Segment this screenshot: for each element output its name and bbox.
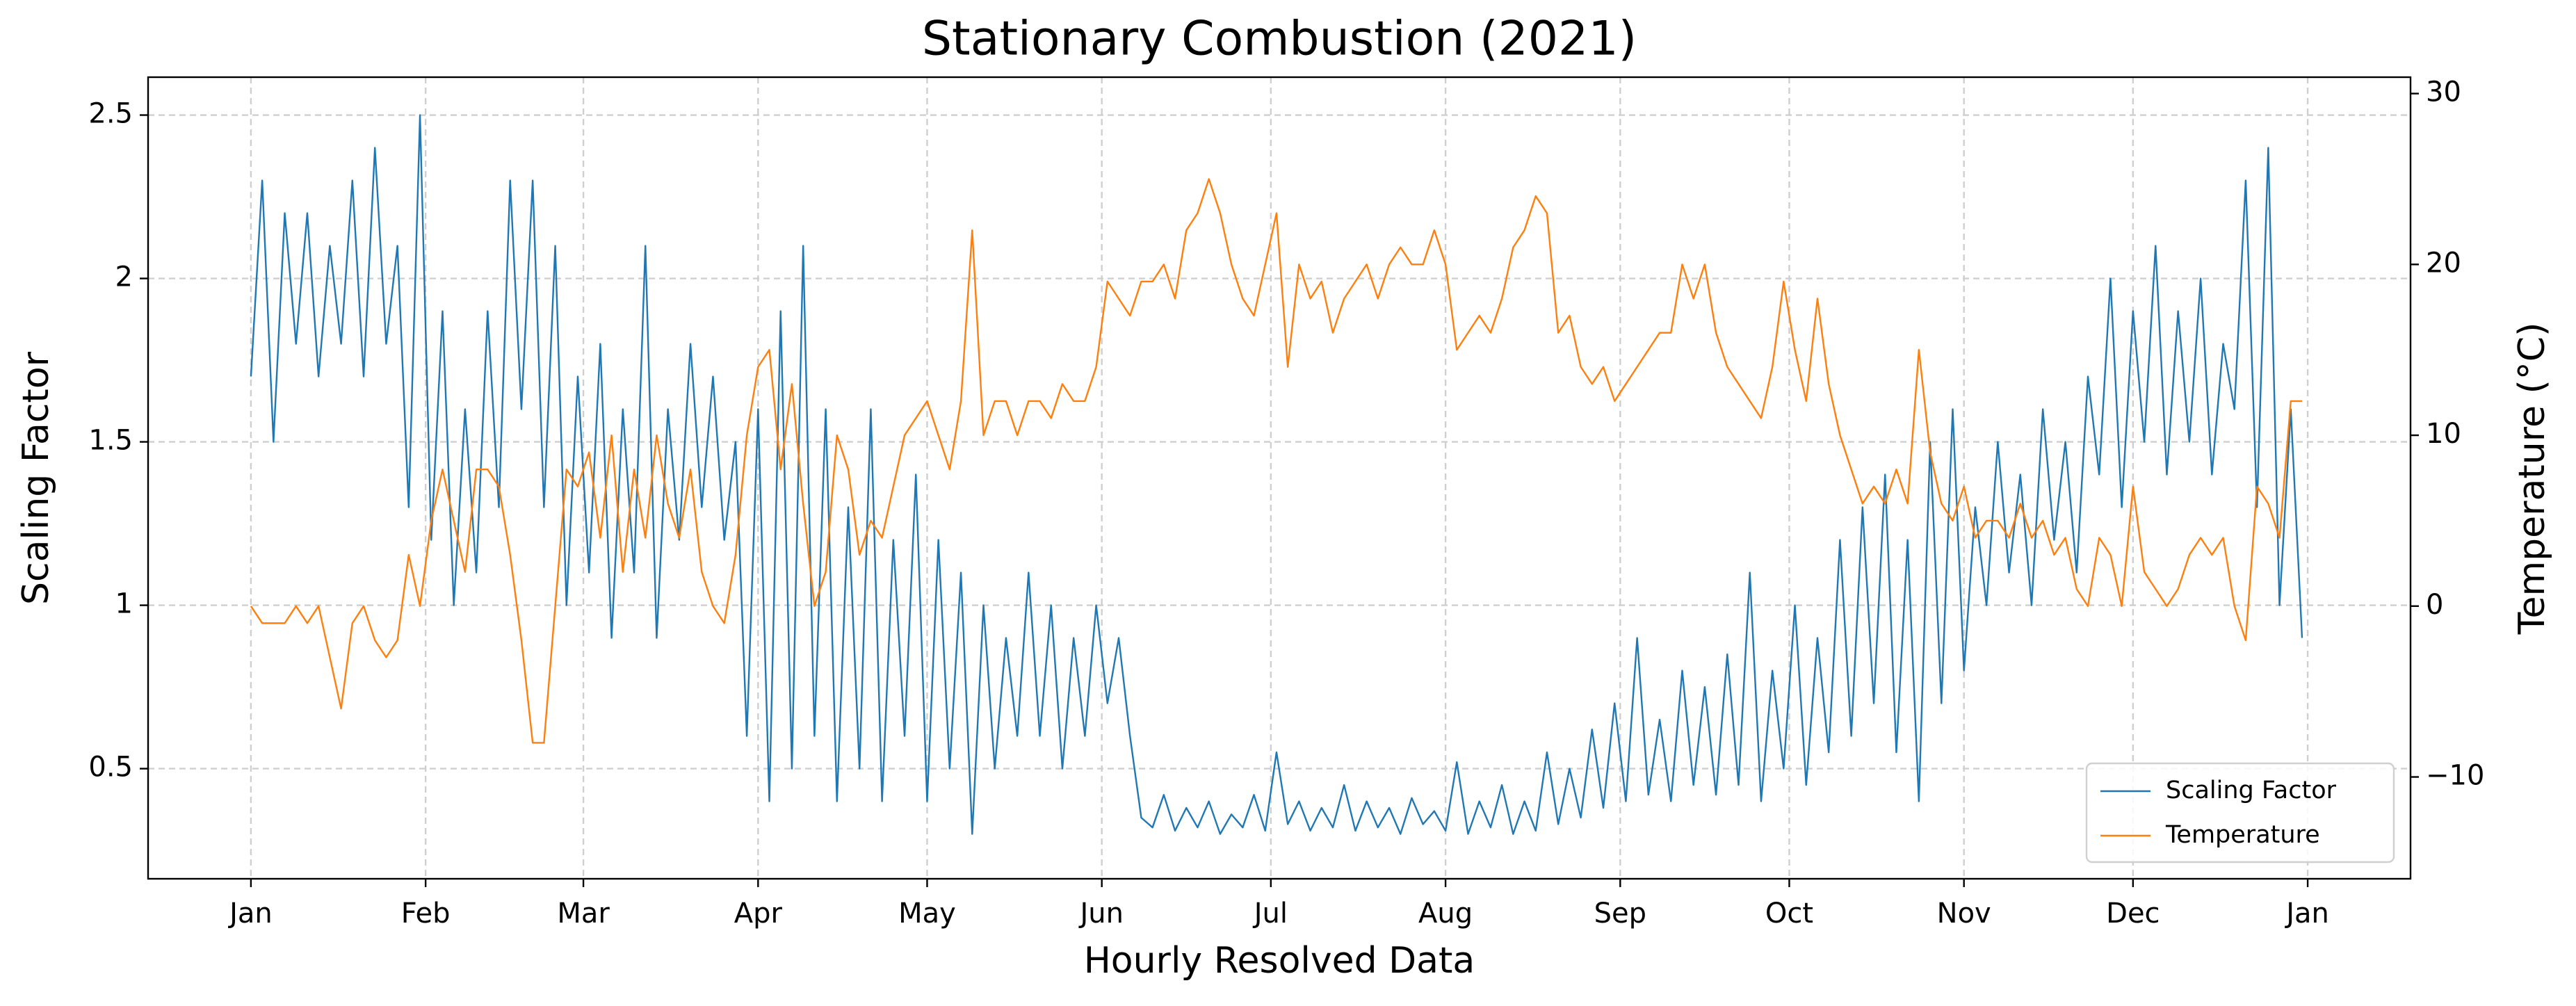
x-tick-label: Aug: [1418, 898, 1473, 930]
x-tick-label: Jan: [2284, 898, 2329, 930]
x-tick-label: Mar: [557, 898, 610, 930]
y2-tick-label: 0: [2426, 589, 2443, 621]
y-axis-label: Scaling Factor: [15, 351, 57, 605]
y-tick-label: 2: [115, 261, 133, 293]
x-tick-label: Nov: [1937, 898, 1991, 930]
x-tick-label: May: [898, 898, 956, 930]
y-tick-label: 1: [115, 588, 133, 620]
legend-label: Scaling Factor: [2166, 777, 2337, 804]
x-tick-label: Dec: [2106, 898, 2160, 930]
x-tick-label: Apr: [734, 898, 783, 930]
y2-tick-label: 20: [2426, 247, 2461, 279]
data-line: [250, 114, 2303, 835]
y2-tick-label: −10: [2426, 760, 2484, 792]
plot-frame: [147, 76, 2412, 880]
y-tick-label: 1.5: [88, 425, 133, 457]
y2-axis-label: Temperature (°C): [2511, 323, 2553, 635]
x-tick-label: Jun: [1078, 898, 1124, 930]
x-axis-label: Hourly Resolved Data: [1084, 940, 1475, 982]
chart-title: Stationary Combustion (2021): [922, 12, 1637, 67]
legend: Scaling Factor Temperature: [2085, 762, 2395, 863]
legend-label: Temperature: [2165, 821, 2320, 849]
x-tick-label: Jan: [227, 898, 273, 930]
legend-box: [2085, 762, 2395, 863]
y2-tick-label: 10: [2426, 418, 2461, 450]
x-tick-label: Feb: [401, 898, 451, 930]
data-line: [250, 178, 2302, 744]
x-tick-label: Oct: [1765, 898, 1813, 930]
y-tick-label: 2.5: [88, 98, 133, 130]
x-tick-label: Sep: [1594, 898, 1646, 930]
x-tick-label: Jul: [1252, 898, 1288, 930]
y2-tick-label: 30: [2426, 76, 2461, 108]
y-tick-label: 0.5: [88, 752, 133, 784]
